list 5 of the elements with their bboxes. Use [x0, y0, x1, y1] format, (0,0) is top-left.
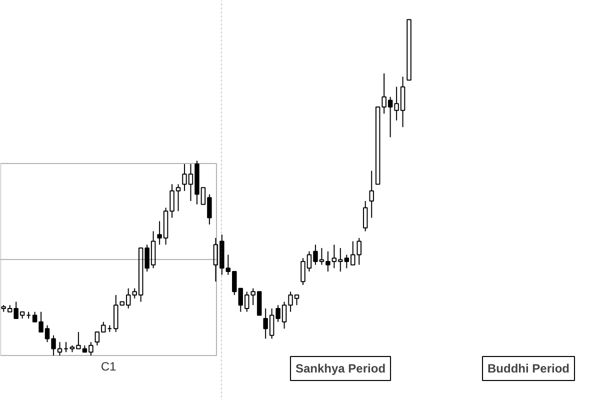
- text: Sankhya Period: [295, 362, 386, 376]
- candlestick: [362, 200, 368, 232]
- text: Buddhi Period: [488, 362, 570, 376]
- text: C1: [100, 360, 116, 374]
- candlestick: [369, 170, 374, 218]
